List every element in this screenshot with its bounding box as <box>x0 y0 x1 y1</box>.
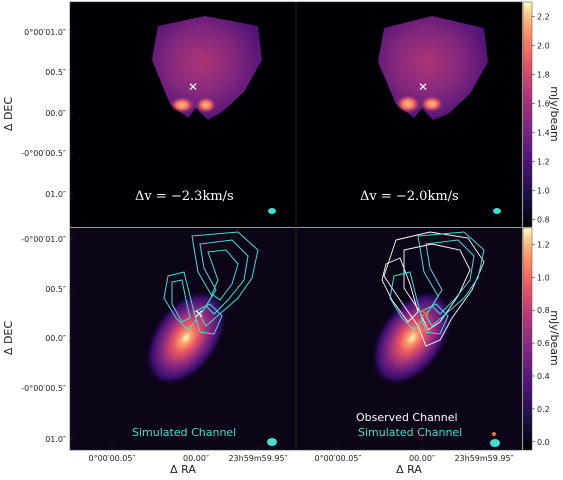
colorbar-tick-label: 1.0 <box>537 273 550 282</box>
x-tick-label: 0°00′00.05″ <box>315 454 362 463</box>
observed-contours <box>381 231 485 347</box>
emission-region <box>152 16 262 120</box>
colorbar-ticks: 1.2 1.0 0.8 0.6 0.4 0.2 0.0 <box>532 240 550 447</box>
colorbar-tick-label: 0.8 <box>537 306 550 315</box>
colorbar-tick-label: 1.2 <box>537 158 550 167</box>
y-tick-labels-bottom: -0°00′01.0″ 00.5″ 00.0″ -0°00′00.5″ 01.0″ <box>21 235 73 444</box>
beam-ellipse <box>493 208 501 214</box>
beam-ellipse <box>268 208 276 214</box>
panel-bottom-left: ✕ Simulated Channel <box>70 228 296 450</box>
colorbar-tick-label: 1.8 <box>537 71 550 80</box>
colorbar-tick-label: 0.0 <box>537 438 550 447</box>
y-axis-label: Δ DEC <box>2 321 15 355</box>
colorbar-tick-label: 2.0 <box>537 42 550 51</box>
colorbar-label: mJy/beam <box>548 310 561 365</box>
colorbar-tick-label: 0.2 <box>537 405 550 414</box>
simulated-contours <box>389 231 485 335</box>
y-tick-label: -0°00′00.5″ <box>21 384 66 393</box>
colorbar-tick-label: 1.6 <box>537 100 550 109</box>
cross-marker: ✕ <box>418 80 428 94</box>
disk-emission <box>143 288 229 388</box>
x-tick-label: 00.00″ <box>183 454 209 463</box>
beam-ellipse <box>490 439 500 447</box>
disk-emission <box>369 288 455 388</box>
velocity-label: Δv = −2.0km/s <box>360 189 459 204</box>
velocity-label: Δv = −2.3km/s <box>135 189 234 204</box>
y-tick-label: 00.0″ <box>45 334 66 343</box>
colorbar-gradient <box>522 227 533 451</box>
x-tick-label: 23h59m59.95″ <box>228 454 287 463</box>
y-tick-label: -0°00′01.0″ <box>21 235 66 244</box>
x-axis-label: Δ RA <box>170 463 196 476</box>
colorbar-top: 2.2 2.0 1.8 1.6 1.4 1.2 1.0 0.8 mJy/beam <box>522 1 561 228</box>
y-axis-label: Δ DEC <box>2 97 15 131</box>
simulated-channel-label: Simulated Channel <box>132 426 236 439</box>
emission-hotspot <box>196 97 216 113</box>
x-tick-label: 00.00″ <box>409 454 435 463</box>
panel-bottom-right: ✕ Observed Channel Simulated Channel <box>296 228 522 450</box>
colorbar-gradient <box>522 1 533 228</box>
colorbar-tick-label: 2.2 <box>537 13 550 22</box>
y-tick-label: 01.0″ <box>45 190 66 199</box>
y-tick-label: 00.5″ <box>45 285 66 294</box>
emission-hotspot <box>170 97 194 113</box>
colorbar-tick-label: 0.8 <box>537 216 550 225</box>
colorbar-bottom: 1.2 1.0 0.8 0.6 0.4 0.2 0.0 mJy/beam <box>522 227 561 451</box>
emission-region <box>378 16 488 120</box>
colorbar-tick-label: 1.2 <box>537 240 550 249</box>
y-tick-label: 01.0″ <box>45 435 66 444</box>
colorbar-ticks: 2.2 2.0 1.8 1.6 1.4 1.2 1.0 0.8 <box>532 13 550 225</box>
cross-marker: ✕ <box>188 80 198 94</box>
x-tick-label: 0°00′00.05″ <box>89 454 136 463</box>
panel-top-left: ✕ Δv = −2.3km/s <box>70 2 296 227</box>
y-tick-labels-top: 0°00′01.0″ 00.5″ 00.0″ -0°00′00.5″ 01.0″ <box>21 28 73 199</box>
y-tick-label: 00.5″ <box>45 68 66 77</box>
y-tick-label: -0°00′00.5″ <box>21 149 66 158</box>
cross-marker: ✕ <box>420 307 430 321</box>
simulated-channel-label: Simulated Channel <box>358 426 462 439</box>
beam-ellipse-observed <box>492 432 496 436</box>
colorbar-tick-label: 0.6 <box>537 339 550 348</box>
y-tick-label: 00.0″ <box>45 109 66 118</box>
colorbar-label: mJy/beam <box>548 86 561 141</box>
panel-top-right: ✕ Δv = −2.0km/s <box>296 2 522 227</box>
simulated-contours <box>163 231 259 335</box>
observed-channel-label: Observed Channel <box>356 411 458 424</box>
cross-marker: ✕ <box>194 307 204 321</box>
emission-hotspot <box>421 96 443 112</box>
y-tick-label: 0°00′01.0″ <box>24 28 66 37</box>
x-axis-label: Δ RA <box>396 463 422 476</box>
x-tick-labels-left: 0°00′00.05″ 00.00″ 23h59m59.95″ <box>89 447 288 463</box>
emission-hotspot <box>396 95 420 113</box>
colorbar-tick-label: 1.4 <box>537 129 550 138</box>
beam-ellipse <box>267 438 277 446</box>
x-tick-labels-right: 0°00′00.05″ 00.00″ 23h59m59.95″ <box>315 447 514 463</box>
colorbar-tick-label: 0.4 <box>537 372 550 381</box>
x-tick-label: 23h59m59.95″ <box>454 454 513 463</box>
colorbar-tick-label: 1.0 <box>537 187 550 196</box>
